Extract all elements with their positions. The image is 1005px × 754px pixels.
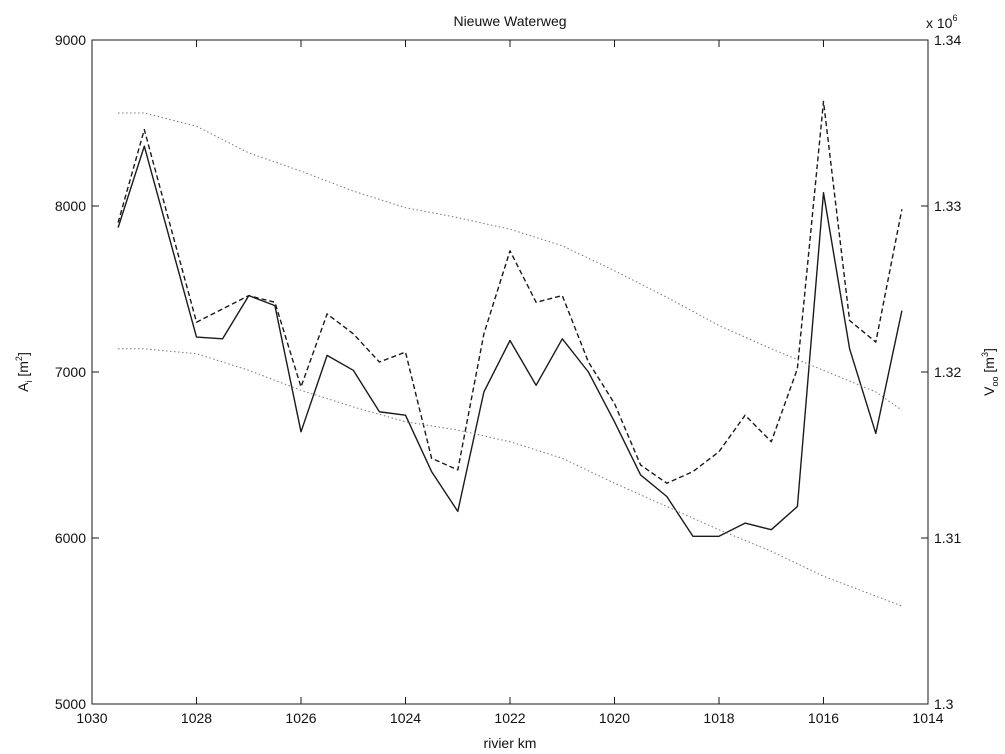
x-tick-label: 1026 — [285, 710, 316, 726]
x-axis-title: rivier km — [484, 735, 537, 751]
right-axis-title: Voo [m3] — [980, 348, 1000, 396]
y-left-tick-label: 6000 — [55, 530, 86, 546]
y-left-tick-label: 7000 — [55, 364, 86, 380]
x-tick-label: 1022 — [494, 710, 525, 726]
x-tick-label: 1028 — [181, 710, 212, 726]
plot-frame — [91, 39, 929, 705]
svg-text:Ai [m2]: Ai [m2] — [14, 352, 34, 392]
series-line-3 — [118, 112, 903, 411]
tick-labels: 1030 1028 1026 1024 1022 1020 1018 1016 1014 5000… — [55, 32, 962, 726]
x-tick-label: 1024 — [390, 710, 421, 726]
series-line-4 — [118, 348, 903, 607]
y-left-tick-label: 8000 — [55, 198, 86, 214]
y-right-tick-label: 1.34 — [934, 32, 961, 48]
x-tick-label: 1014 — [912, 710, 943, 726]
y-right-tick-label: 1.33 — [934, 198, 961, 214]
x-tick-label: 1020 — [599, 710, 630, 726]
x-tick-label: 1016 — [808, 710, 839, 726]
left-axis-title: Ai [m2] — [14, 352, 34, 392]
y-right-tick-label: 1.32 — [934, 364, 961, 380]
x-tick-label: 1030 — [76, 710, 107, 726]
chart-title: Nieuwe Waterweg — [453, 13, 566, 29]
y-right-tick-label: 1.31 — [934, 530, 961, 546]
svg-text:Voo [m3]: Voo [m3] — [980, 348, 1000, 396]
tick-marks — [91, 39, 929, 705]
series-layer — [117, 100, 903, 607]
y-right-tick-label: 1.3 — [934, 696, 954, 712]
series-line-2 — [117, 100, 903, 484]
right-axis-multiplier: x 106 — [926, 13, 957, 31]
y-left-tick-label: 9000 — [55, 32, 86, 48]
x-tick-label: 1018 — [703, 710, 734, 726]
y-left-tick-label: 5000 — [55, 696, 86, 712]
series-line-1 — [117, 145, 903, 537]
